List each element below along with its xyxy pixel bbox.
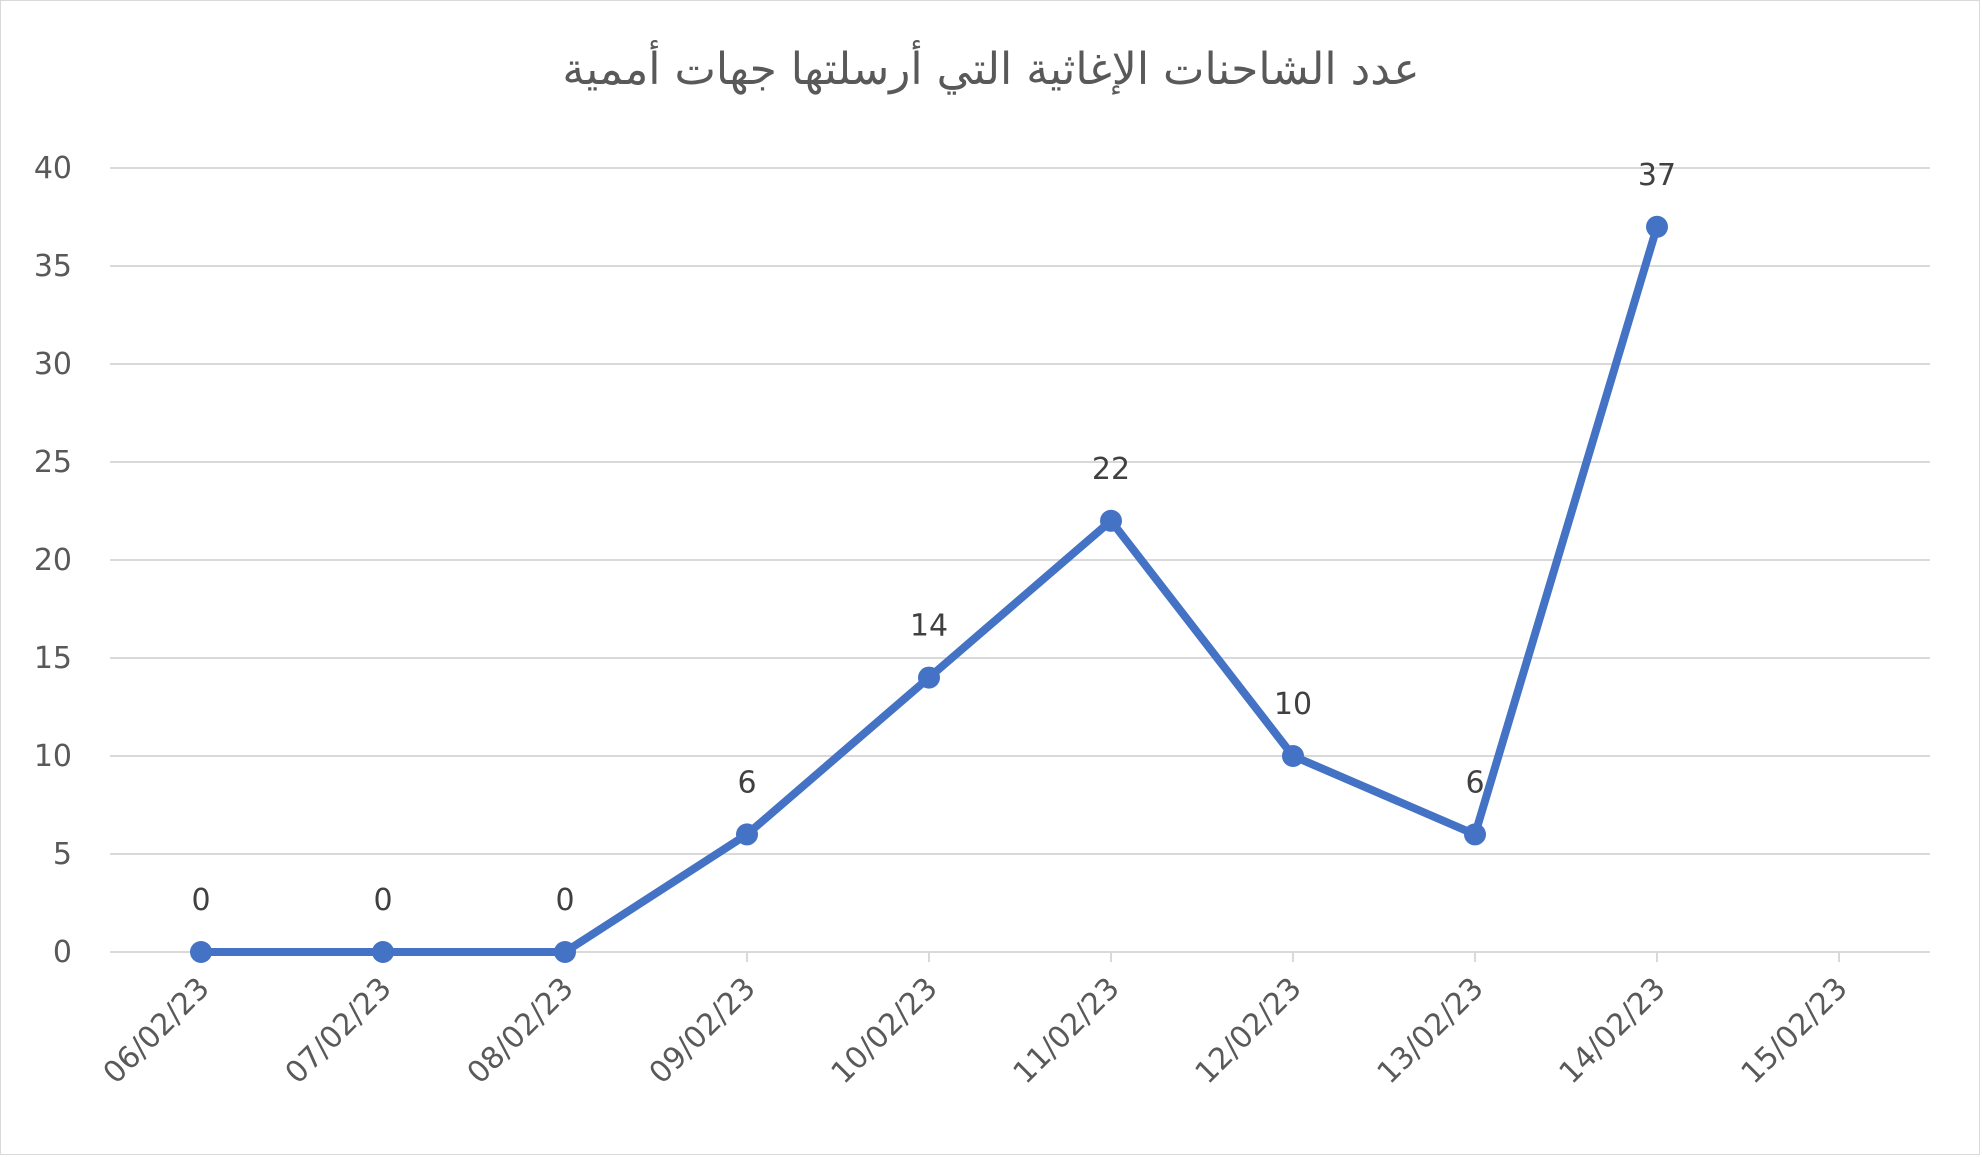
x-tick-label: 10/02/23 bbox=[825, 971, 945, 1091]
chart-title: عدد الشاحنات الإغاثية التي أرسلتها جهات … bbox=[562, 44, 1420, 95]
x-tick-label: 08/02/23 bbox=[461, 971, 581, 1091]
y-tick-label: 0 bbox=[53, 935, 72, 970]
x-tick-label: 15/02/23 bbox=[1735, 971, 1855, 1091]
data-point bbox=[372, 941, 394, 963]
x-tick-label: 11/02/23 bbox=[1007, 971, 1127, 1091]
data-point bbox=[1282, 745, 1304, 767]
data-label: 10 bbox=[1274, 687, 1312, 722]
series-line bbox=[197, 222, 1661, 956]
y-axis-ticks: 0 5 10 15 20 25 30 35 40 bbox=[34, 151, 72, 970]
x-tick-label: 07/02/23 bbox=[279, 971, 399, 1091]
data-label: 14 bbox=[910, 609, 948, 644]
data-labels: 0 0 0 6 14 22 10 6 37 bbox=[191, 158, 1676, 918]
data-point bbox=[1464, 823, 1486, 846]
data-label: 0 bbox=[555, 883, 574, 918]
y-tick-label: 5 bbox=[53, 837, 72, 872]
x-tick-label: 12/02/23 bbox=[1189, 971, 1309, 1091]
data-point bbox=[736, 823, 758, 846]
y-tick-label: 35 bbox=[34, 249, 72, 284]
data-label: 0 bbox=[373, 883, 392, 918]
x-axis-ticks: 06/02/23 07/02/23 08/02/23 09/02/23 10/02/23… bbox=[97, 952, 1855, 1091]
x-tick-label: 06/02/23 bbox=[97, 971, 217, 1091]
series-group bbox=[190, 215, 1668, 963]
data-point bbox=[918, 666, 940, 689]
y-tick-label: 30 bbox=[34, 347, 72, 382]
data-point bbox=[1646, 215, 1668, 238]
y-tick-label: 15 bbox=[34, 641, 72, 676]
data-label: 22 bbox=[1092, 452, 1130, 487]
y-tick-label: 40 bbox=[34, 151, 72, 186]
data-label: 0 bbox=[191, 883, 210, 918]
data-label: 6 bbox=[737, 765, 756, 800]
data-point bbox=[190, 941, 212, 963]
x-tick-label: 09/02/23 bbox=[643, 971, 763, 1091]
data-point bbox=[554, 941, 576, 963]
y-tick-label: 25 bbox=[34, 445, 72, 480]
data-label: 6 bbox=[1465, 765, 1484, 800]
x-tick-label: 14/02/23 bbox=[1553, 971, 1673, 1091]
y-tick-label: 20 bbox=[34, 543, 72, 578]
y-tick-label: 10 bbox=[34, 739, 72, 774]
gridlines bbox=[110, 167, 1930, 953]
x-tick-label: 13/02/23 bbox=[1371, 971, 1491, 1091]
data-label: 37 bbox=[1638, 158, 1676, 193]
data-point bbox=[1100, 509, 1122, 532]
